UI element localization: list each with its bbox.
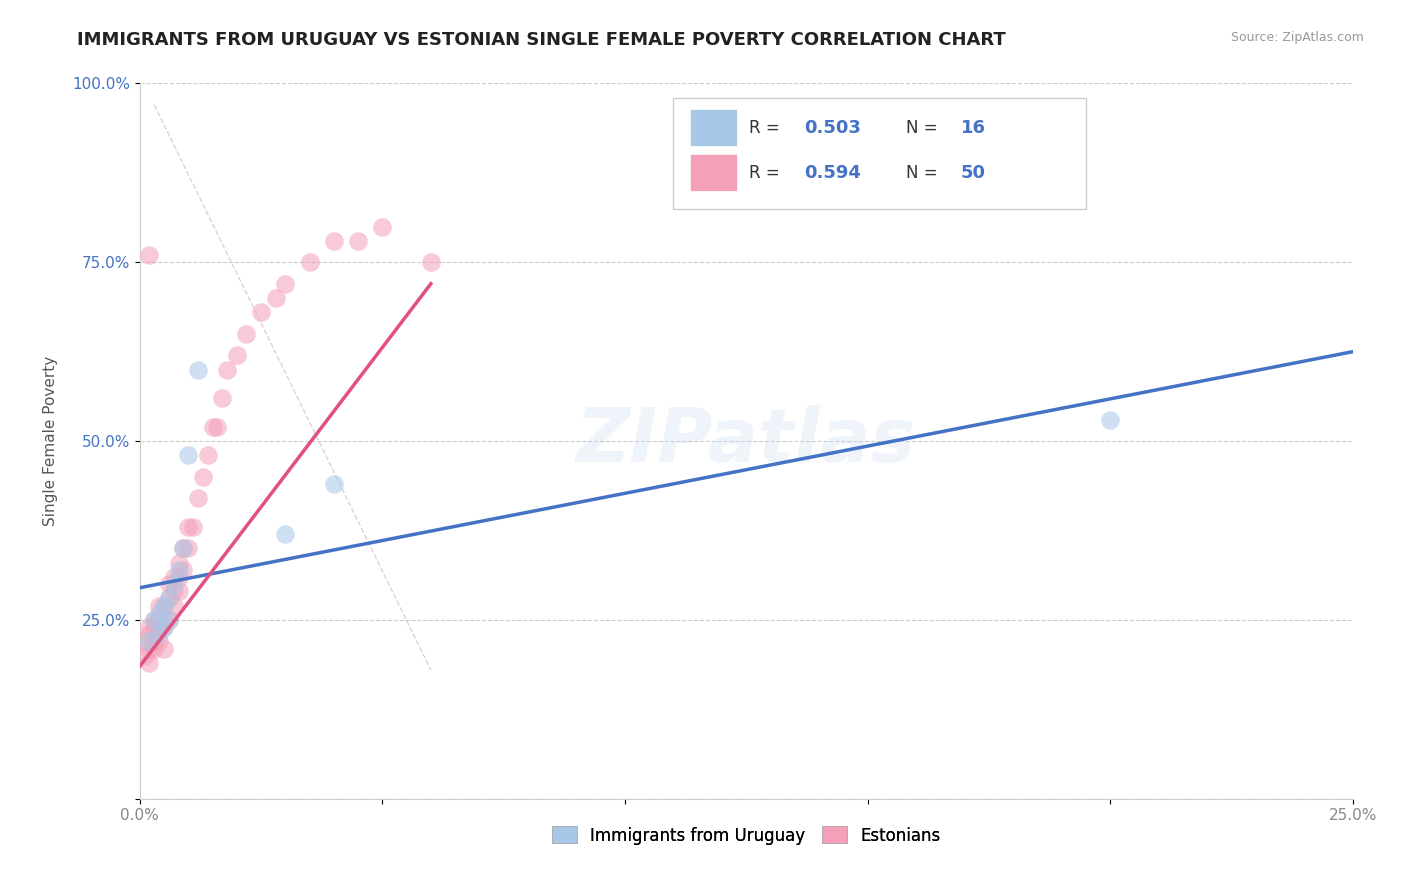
Point: [201, 419, 224, 434]
Point: [264, 291, 287, 305]
Point: [143, 613, 166, 627]
Point: [163, 599, 186, 613]
FancyBboxPatch shape: [673, 98, 1085, 209]
Point: [250, 305, 273, 319]
FancyBboxPatch shape: [690, 109, 737, 146]
Point: [191, 470, 214, 484]
Point: [148, 627, 170, 641]
Point: [153, 620, 176, 634]
Point: [143, 620, 166, 634]
Point: [225, 348, 247, 362]
Point: [163, 570, 186, 584]
Point: [148, 620, 170, 634]
Point: [172, 541, 194, 556]
Text: N =: N =: [907, 164, 943, 182]
Point: [138, 641, 160, 656]
Point: [163, 584, 186, 599]
Point: [138, 620, 160, 634]
Point: [371, 219, 394, 234]
Point: [157, 591, 180, 606]
Point: [347, 234, 370, 248]
Point: [138, 634, 160, 648]
Point: [167, 584, 190, 599]
Point: [153, 599, 176, 613]
Point: [167, 556, 190, 570]
Point: [157, 591, 180, 606]
Point: [153, 613, 176, 627]
FancyBboxPatch shape: [690, 154, 737, 192]
Point: [207, 419, 229, 434]
Point: [148, 599, 170, 613]
Point: [419, 255, 441, 269]
Point: [172, 563, 194, 577]
Text: R =: R =: [748, 119, 785, 136]
Point: [143, 613, 166, 627]
Point: [148, 606, 170, 620]
Point: [138, 627, 160, 641]
Text: 50: 50: [960, 164, 986, 182]
Text: 16: 16: [960, 119, 986, 136]
Point: [157, 613, 180, 627]
Point: [153, 620, 176, 634]
Point: [215, 362, 238, 376]
Point: [163, 577, 186, 591]
Point: [274, 527, 297, 541]
Point: [322, 477, 344, 491]
Point: [181, 520, 204, 534]
Point: [148, 613, 170, 627]
Point: [298, 255, 321, 269]
Text: 0.503: 0.503: [804, 119, 862, 136]
Point: [177, 520, 200, 534]
Point: [177, 541, 200, 556]
Text: N =: N =: [907, 119, 943, 136]
Y-axis label: Single Female Poverty: Single Female Poverty: [44, 356, 58, 526]
Point: [187, 362, 209, 376]
Point: [134, 634, 156, 648]
Point: [138, 656, 160, 670]
Point: [172, 541, 194, 556]
Point: [167, 570, 190, 584]
Point: [143, 641, 166, 656]
Point: [157, 613, 180, 627]
Point: [138, 248, 160, 262]
Point: [177, 449, 200, 463]
Point: [211, 391, 233, 405]
Text: IMMIGRANTS FROM URUGUAY VS ESTONIAN SINGLE FEMALE POVERTY CORRELATION CHART: IMMIGRANTS FROM URUGUAY VS ESTONIAN SING…: [77, 31, 1007, 49]
Text: 0.594: 0.594: [804, 164, 862, 182]
Point: [157, 577, 180, 591]
Point: [235, 326, 257, 341]
Text: R =: R =: [748, 164, 785, 182]
Point: [167, 563, 190, 577]
Point: [134, 648, 156, 663]
Legend: Immigrants from Uruguay, Estonians: Immigrants from Uruguay, Estonians: [546, 820, 948, 851]
Point: [143, 634, 166, 648]
Text: ZIPatlas: ZIPatlas: [576, 405, 917, 477]
Point: [274, 277, 297, 291]
Point: [153, 641, 176, 656]
Point: [322, 234, 344, 248]
Point: [148, 634, 170, 648]
Point: [187, 491, 209, 506]
Point: [197, 449, 219, 463]
Point: [153, 599, 176, 613]
Text: Source: ZipAtlas.com: Source: ZipAtlas.com: [1230, 31, 1364, 45]
Point: [1099, 412, 1122, 426]
